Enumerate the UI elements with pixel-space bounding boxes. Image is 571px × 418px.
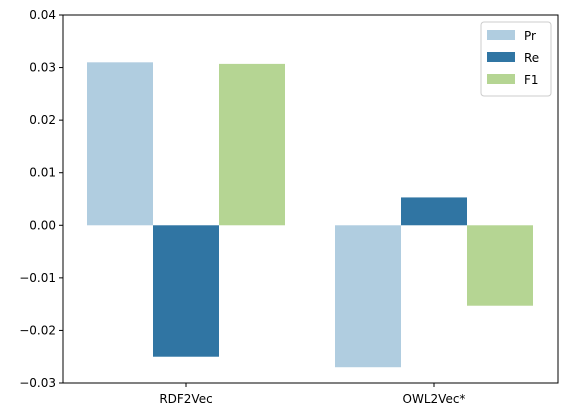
x-tick-label: RDF2Vec [159, 392, 212, 406]
y-tick-label: 0.04 [29, 8, 56, 22]
y-tick-label: −0.01 [19, 271, 56, 285]
legend-swatch-re [487, 52, 515, 62]
y-tick-label: −0.02 [19, 323, 56, 337]
bar-pr-1 [335, 225, 401, 368]
bars-group [87, 62, 533, 368]
legend: Pr Re F1 [480, 21, 552, 97]
y-tick-label: 0.02 [29, 113, 56, 127]
bar-re-1 [401, 197, 467, 226]
legend-label-pr: Pr [524, 29, 536, 43]
y-tick-label: 0.01 [29, 166, 56, 180]
bar-f1-0 [219, 63, 285, 226]
y-axis: 0.04 0.03 0.02 0.01 0.00 −0.01 −0.02 −0.03 [19, 8, 63, 390]
bar-f1-1 [467, 225, 533, 306]
y-tick-label: −0.03 [19, 376, 56, 390]
axes-frame [62, 14, 559, 384]
y-tick-label: 0.03 [29, 61, 56, 75]
legend-swatch-pr [487, 30, 515, 40]
legend-label-re: Re [524, 51, 539, 65]
y-tick-label: 0.00 [29, 218, 56, 232]
legend-swatch-f1 [487, 74, 515, 84]
x-axis: RDF2Vec OWL2Vec* [159, 383, 465, 406]
bar-re-0 [153, 225, 219, 357]
x-tick-label: OWL2Vec* [403, 392, 466, 406]
legend-label-f1: F1 [524, 73, 539, 87]
bar-pr-0 [87, 62, 153, 226]
